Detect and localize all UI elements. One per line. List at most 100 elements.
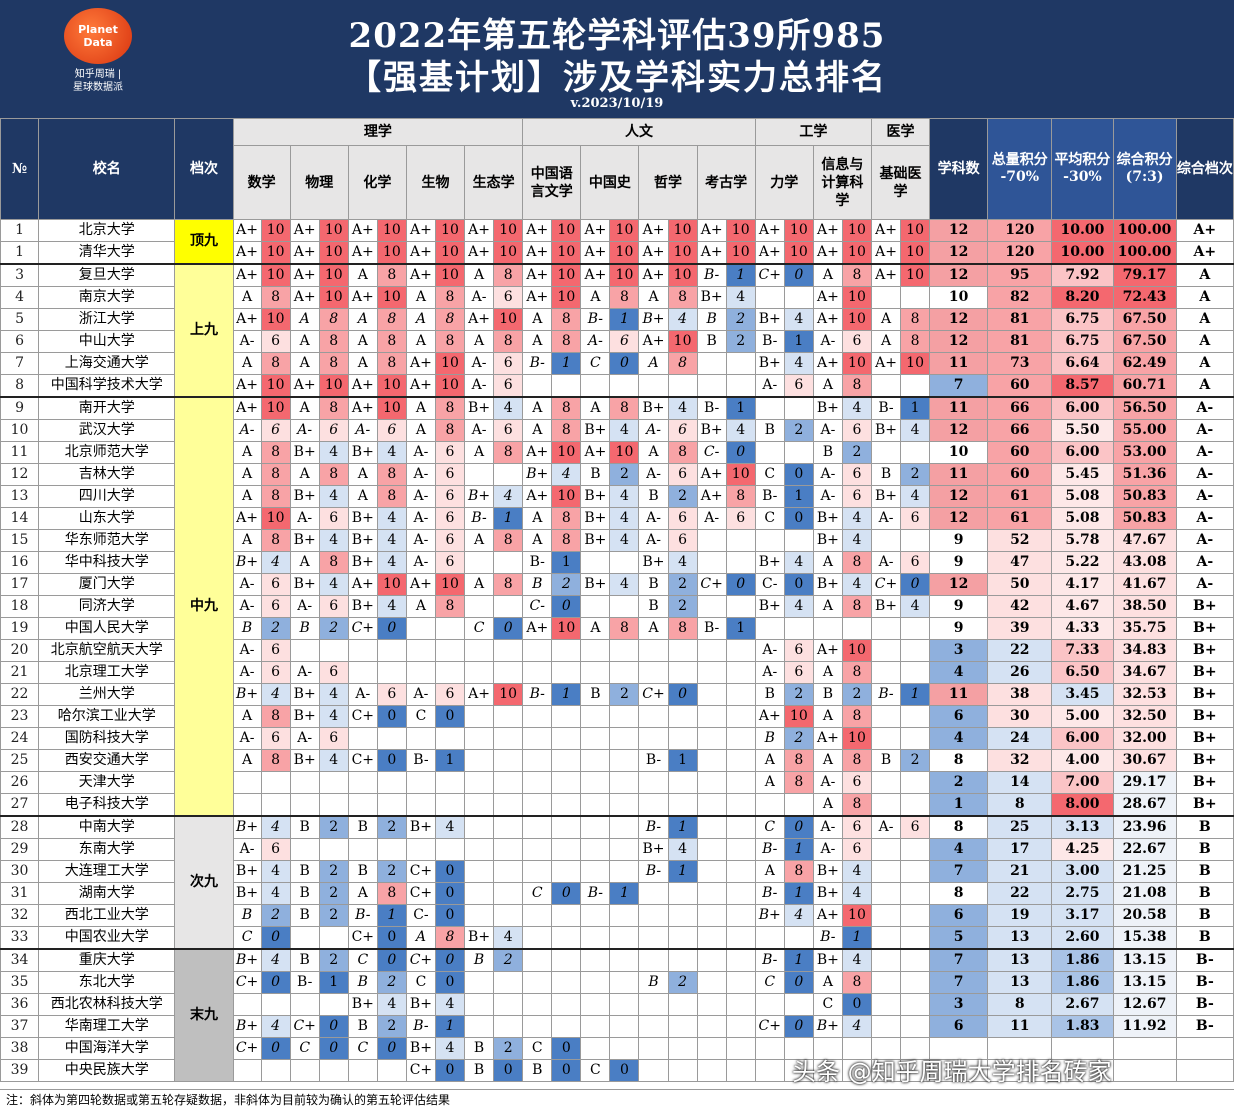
score-cell: 4: [551, 463, 582, 486]
grade-cell: [580, 993, 611, 1016]
grade-cell: [696, 705, 727, 728]
total-score: 30: [987, 705, 1053, 728]
school-name: 兰州大学: [38, 683, 176, 706]
score-cell: 10: [376, 396, 407, 420]
grade-cell: A: [812, 263, 843, 287]
score-cell: 4: [667, 838, 698, 861]
grade-cell: A: [232, 749, 262, 772]
grade-cell: B+: [464, 926, 495, 950]
table-row: 7 上海交通大学 A 8 A 8 A 8 A+ 10 A- 6 B- 1 C 0 A 8 B+ 4 A+ 10 A+ 10 11…: [0, 352, 1234, 375]
grade-cell: A: [289, 551, 320, 574]
score-cell: 8: [783, 749, 814, 772]
score-cell: [725, 815, 756, 839]
score-cell: 8: [667, 352, 698, 375]
grade-cell: [638, 793, 669, 817]
score-cell: [493, 595, 524, 618]
score-cell: 4: [318, 529, 349, 552]
score-cell: [376, 838, 407, 861]
row-number: 4: [0, 286, 40, 309]
grade-cell: A+: [638, 330, 669, 353]
grade-cell: [580, 705, 611, 728]
grade-cell: [870, 904, 902, 927]
school-name: 华中科技大学: [38, 551, 176, 574]
grade-cell: [696, 971, 727, 994]
grade-cell: [638, 727, 669, 750]
score-cell: 0: [260, 1037, 291, 1060]
grade-cell: [464, 661, 495, 684]
grade-cell: A: [232, 286, 262, 309]
grade-cell: C: [232, 926, 262, 950]
score-cell: 4: [260, 1015, 291, 1038]
score-cell: [551, 993, 582, 1016]
grade-cell: [464, 815, 495, 839]
grade-cell: B+: [289, 749, 320, 772]
grade-cell: C: [289, 1037, 320, 1060]
row-number: 6: [0, 330, 40, 353]
score-cell: 6: [667, 419, 698, 442]
score-cell: [493, 904, 524, 927]
table-row: 32 西北工业大学 B 2 B 2 B- 1 C- 0 B+ 4 A+ 10 6 19 3.17 20.58 B: [0, 904, 1234, 927]
table-row: 34 重庆大学 末九 B+ 4 B 2 C 0 C+ 0 B 2 B- 1 B+ 4 7 13 1.86 13.15 B-: [0, 948, 1234, 1082]
grade-cell: A: [232, 441, 262, 464]
grade-cell: A-: [232, 639, 262, 662]
total-score: 120: [987, 241, 1053, 265]
tier-label: 上九: [174, 263, 234, 398]
composite-score: 38.50: [1112, 595, 1177, 618]
score-cell: [900, 904, 931, 927]
school-name: 上海交通大学: [38, 352, 176, 375]
average-score: 4.00: [1051, 749, 1114, 772]
grade-cell: A-: [696, 507, 727, 530]
score-cell: 2: [318, 617, 349, 640]
score-cell: 2: [551, 573, 582, 596]
score-cell: 10: [376, 286, 407, 309]
score-cell: 0: [434, 705, 466, 728]
score-cell: [725, 551, 756, 574]
score-cell: 10: [841, 308, 872, 331]
score-cell: [551, 1015, 582, 1038]
grade-cell: A: [522, 396, 553, 420]
average-score: 7.33: [1051, 639, 1114, 662]
score-cell: [667, 771, 698, 794]
grade-cell: B-: [696, 263, 727, 287]
score-cell: 10: [318, 241, 349, 265]
group-engineering: 工学: [754, 118, 872, 146]
grade-cell: A+: [812, 727, 843, 750]
grade-cell: [464, 993, 495, 1016]
final-grade: A: [1175, 352, 1234, 375]
subject-header: 化学: [347, 145, 407, 220]
score-cell: 8: [260, 286, 291, 309]
table-row: 28 中南大学 次九 B+ 4 B 2 B 2 B+ 4 B- 1 C 0 A- 6 A- 6 8 25 3.13 23.9…: [0, 815, 1234, 950]
grade-cell: [870, 1059, 902, 1082]
average-score: 6.00: [1051, 727, 1114, 750]
score-cell: 0: [551, 1037, 582, 1060]
score-cell: [609, 815, 640, 839]
grade-cell: [754, 993, 785, 1016]
grade-cell: C: [754, 815, 785, 839]
grade-cell: [696, 904, 727, 927]
score-cell: 10: [725, 241, 756, 265]
grade-cell: A+: [405, 374, 436, 398]
grade-cell: B-: [754, 838, 785, 861]
score-cell: [725, 1059, 756, 1082]
score-cell: 8: [551, 330, 582, 353]
average-score: 8.20: [1051, 286, 1114, 309]
grade-cell: B: [232, 617, 262, 640]
grade-cell: C: [754, 507, 785, 530]
average-score: 3.13: [1051, 815, 1114, 839]
score-cell: 8: [551, 419, 582, 442]
score-cell: 0: [783, 263, 814, 287]
school-name: 西北农林科技大学: [38, 993, 176, 1016]
composite-score: 21.25: [1112, 860, 1177, 883]
score-cell: [493, 463, 524, 486]
total-score: 32: [987, 749, 1053, 772]
grade-cell: [405, 617, 436, 640]
score-cell: 0: [609, 1059, 640, 1082]
score-cell: [493, 727, 524, 750]
composite-score: 62.49: [1112, 352, 1177, 375]
score-cell: [725, 749, 756, 772]
grade-cell: A+: [638, 219, 669, 242]
grade-cell: A: [464, 529, 495, 552]
score-cell: 6: [841, 485, 872, 508]
score-cell: 0: [783, 815, 814, 839]
grade-cell: C+: [347, 617, 378, 640]
